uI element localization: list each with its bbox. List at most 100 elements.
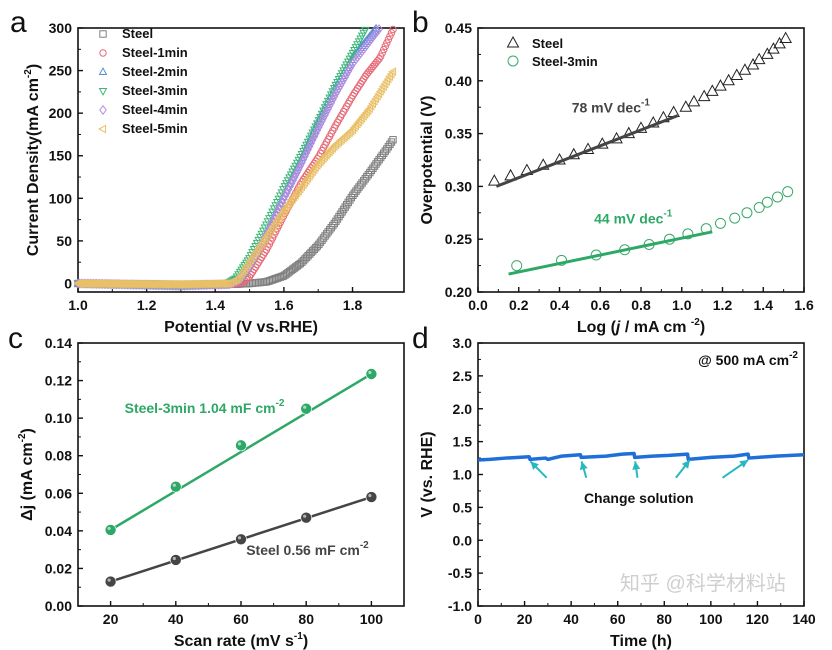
x-tick-label: 1.4 <box>206 297 226 313</box>
data-point-highlight <box>107 526 111 531</box>
y-tick-label: 2.0 <box>453 401 473 417</box>
data-point <box>365 368 378 380</box>
x-axis-label: Potential (V vs.RHE) <box>164 319 318 336</box>
data-point <box>741 207 753 219</box>
y-tick-label: -1.0 <box>448 598 472 614</box>
data-point <box>279 194 288 205</box>
data-point <box>342 69 351 80</box>
x-tick-label: 1.4 <box>754 297 774 313</box>
legend-label: Steel-5min <box>122 121 188 136</box>
current-density-condition: @ 500 mA cm-2 <box>698 350 798 368</box>
x-tick-label: 0.8 <box>631 297 651 313</box>
data-point <box>288 175 297 186</box>
tafel-slope-label: 44 mV dec-1 <box>594 208 673 226</box>
x-tick-label: 80 <box>298 611 314 627</box>
data-point-highlight <box>303 514 307 518</box>
data-point-highlight <box>107 578 111 582</box>
x-tick-label: 1.2 <box>713 297 733 313</box>
legend-marker <box>506 35 520 48</box>
legend-label: Steel-4min <box>122 102 188 117</box>
data-point <box>318 116 326 126</box>
data-point <box>378 49 386 57</box>
data-point <box>761 196 773 208</box>
y-axis-label: V (vs. RHE) <box>419 431 436 517</box>
data-point <box>299 154 308 165</box>
y-axis-label: Current Density(mA cm-2) <box>23 64 42 256</box>
y-tick-label: 0 <box>64 275 72 291</box>
y-tick-label: 3.0 <box>453 335 473 351</box>
data-point <box>354 117 363 127</box>
y-tick-label: 0.06 <box>45 485 72 501</box>
y-tick-label: 300 <box>49 20 73 36</box>
arrow-head <box>579 461 588 471</box>
data-point <box>313 125 322 136</box>
data-point <box>278 197 286 208</box>
data-point <box>305 141 314 152</box>
y-tick-label: 200 <box>49 105 73 121</box>
data-point <box>222 279 231 288</box>
data-point <box>294 163 303 174</box>
x-tick-label: 1.6 <box>794 297 814 313</box>
arrow-icon <box>675 459 691 479</box>
arrow-head <box>632 461 641 470</box>
data-point <box>235 533 247 546</box>
y-tick-label: 2.5 <box>453 368 473 384</box>
data-point <box>335 83 343 93</box>
arrow-icon <box>529 460 548 479</box>
capacitance-label: Steel 0.56 mF cm-2 <box>246 540 369 558</box>
legend-label: Steel-3min <box>532 54 598 69</box>
data-point <box>315 122 323 133</box>
data-point <box>380 45 388 54</box>
data-point <box>358 111 367 121</box>
data-point-highlight <box>237 536 242 540</box>
x-tick-label: 0 <box>474 611 482 627</box>
x-tick-label: 20 <box>103 611 119 627</box>
legend-marker <box>99 30 107 38</box>
series-steel-5min <box>73 67 397 289</box>
panel-letter: d <box>412 322 429 355</box>
x-tick-label: 0.0 <box>468 297 488 313</box>
arrow-icon <box>632 461 641 478</box>
y-tick-label: 1.5 <box>453 434 473 450</box>
y-tick-label: 0.5 <box>453 499 473 515</box>
data-point <box>302 147 311 158</box>
y-tick-label: 1.0 <box>453 467 473 483</box>
x-tick-label: 120 <box>746 611 770 627</box>
data-point <box>779 31 793 44</box>
panel-c-capacitance-plot: c 20 40 60 80 100 0.00 0.02 0.04 0.06 0.08 0.10 0.12… <box>8 322 405 650</box>
data-point <box>387 29 396 37</box>
y-tick-label: 250 <box>49 63 73 79</box>
data-point <box>556 254 568 266</box>
x-tick-label: 140 <box>792 611 816 627</box>
data-point <box>326 145 335 155</box>
legend-marker <box>507 55 519 67</box>
x-axis-label: Scan rate (mV s-1) <box>174 631 308 650</box>
y-tick-label: 100 <box>49 190 73 206</box>
data-point <box>376 52 385 61</box>
data-point <box>667 105 680 117</box>
y-axis-label: Δj (mA cm-2) <box>17 428 36 521</box>
data-point <box>357 113 366 123</box>
data-point <box>333 85 342 96</box>
y-tick-label: 0.45 <box>445 20 472 36</box>
fit-line <box>495 114 679 188</box>
data-point-highlight <box>172 483 176 487</box>
data-point <box>289 192 298 202</box>
data-point <box>317 155 326 165</box>
data-point <box>338 77 346 88</box>
data-point <box>287 195 296 204</box>
y-tick-label: 0.12 <box>45 373 72 389</box>
data-point <box>328 94 337 105</box>
data-point <box>286 197 295 206</box>
data-point <box>235 439 247 452</box>
data-point <box>312 161 321 170</box>
data-point <box>772 191 784 203</box>
data-point <box>386 32 394 40</box>
panel-d-stability-plot: d 0 20 40 60 80 100 120 140 -1.0 -0.5 0.0 0.5 1.0 1.5 2… <box>412 322 816 650</box>
data-point <box>360 26 370 35</box>
data-point <box>315 157 324 167</box>
x-tick-label: 1.0 <box>672 297 692 313</box>
series-steel-3min <box>511 186 794 272</box>
data-point <box>360 110 369 119</box>
x-tick-label: 60 <box>610 611 626 627</box>
